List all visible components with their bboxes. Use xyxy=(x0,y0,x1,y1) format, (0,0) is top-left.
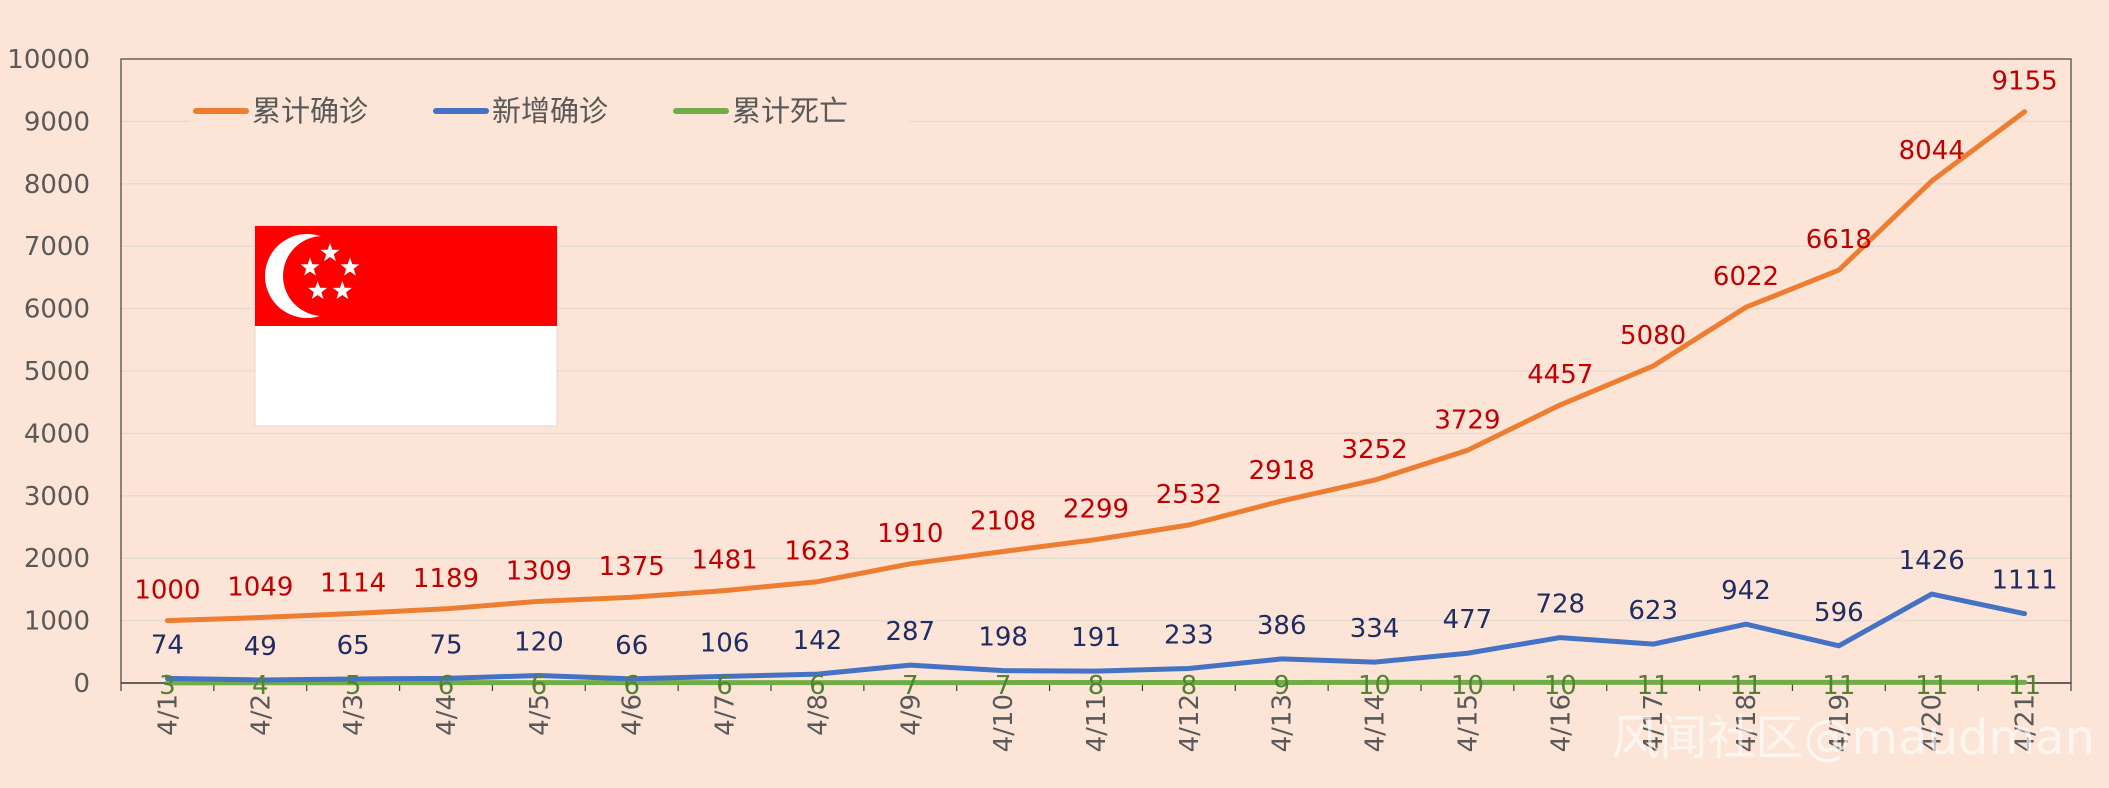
y-tick-label: 9000 xyxy=(24,107,90,137)
data-label-total: 8044 xyxy=(1899,136,1965,166)
x-tick-label: 4/12 xyxy=(1175,694,1205,752)
y-tick-label: 3000 xyxy=(24,482,90,512)
x-tick-label: 4/16 xyxy=(1546,694,1576,752)
data-label-total: 3729 xyxy=(1434,405,1500,435)
data-label-death: 8 xyxy=(1088,671,1105,701)
data-label-new: 198 xyxy=(978,623,1028,653)
y-tick-label: 1000 xyxy=(24,607,90,637)
y-axis-tick-labels: 0 1000 2000 3000 4000 5000 6000 7000 8000 9000 100… xyxy=(7,45,90,699)
data-label-total: 2918 xyxy=(1249,456,1315,486)
data-label-death: 5 xyxy=(345,671,362,701)
data-label-death: 4 xyxy=(252,671,269,701)
data-label-total: 1309 xyxy=(506,556,572,586)
singapore-flag xyxy=(255,226,557,426)
data-label-death: 7 xyxy=(995,671,1012,701)
data-label-death: 11 xyxy=(1822,671,1855,701)
data-label-total: 1623 xyxy=(784,537,850,567)
data-label-new: 942 xyxy=(1721,576,1771,606)
data-label-new: 386 xyxy=(1257,611,1307,641)
data-label-death: 6 xyxy=(531,671,548,701)
data-label-total: 1114 xyxy=(320,568,386,598)
data-label-new: 477 xyxy=(1443,605,1493,635)
data-label-death: 7 xyxy=(902,671,919,701)
data-label-new: 1426 xyxy=(1899,546,1965,576)
data-label-new: 66 xyxy=(615,631,648,661)
data-label-total: 6618 xyxy=(1806,225,1872,255)
data-label-total: 1375 xyxy=(599,552,665,582)
data-label-total: 2532 xyxy=(1156,480,1222,510)
data-label-new: 1111 xyxy=(1991,566,2057,596)
x-tick-label: 4/14 xyxy=(1361,694,1391,752)
data-label-new: 74 xyxy=(151,630,184,660)
data-label-new: 623 xyxy=(1628,596,1678,626)
data-label-death: 10 xyxy=(1358,671,1391,701)
x-tick-label: 4/11 xyxy=(1082,694,1112,752)
data-label-total: 4457 xyxy=(1527,360,1593,390)
y-tick-label: 6000 xyxy=(24,295,90,325)
data-label-death: 11 xyxy=(1637,671,1670,701)
legend-label-total: 累计确诊 xyxy=(252,94,368,128)
data-label-new: 75 xyxy=(429,630,462,660)
data-label-total: 9155 xyxy=(1991,67,2057,97)
data-label-death: 11 xyxy=(1729,671,1762,701)
flag-crescent-inner xyxy=(283,236,363,316)
data-label-total: 1910 xyxy=(877,519,943,549)
data-label-new: 334 xyxy=(1350,614,1400,644)
data-label-total: 2299 xyxy=(1063,495,1129,525)
legend-label-death: 累计死亡 xyxy=(732,94,848,128)
data-label-total: 1481 xyxy=(691,546,757,576)
y-tick-label: 10000 xyxy=(7,45,90,75)
data-label-death: 6 xyxy=(716,671,733,701)
data-label-death: 10 xyxy=(1544,671,1577,701)
data-label-new: 596 xyxy=(1814,598,1864,628)
data-label-death: 6 xyxy=(809,671,826,701)
data-label-death: 8 xyxy=(1181,671,1198,701)
data-label-new: 49 xyxy=(244,632,277,662)
data-label-death: 6 xyxy=(623,671,640,701)
data-label-death: 11 xyxy=(2008,671,2041,701)
data-label-total: 1000 xyxy=(134,576,200,606)
y-tick-label: 2000 xyxy=(24,544,90,574)
y-tick-label: 5000 xyxy=(24,357,90,387)
data-label-new: 142 xyxy=(793,626,843,656)
data-label-total: 3252 xyxy=(1341,435,1407,465)
x-tick-label: 4/15 xyxy=(1453,694,1483,752)
data-label-new: 106 xyxy=(700,628,750,658)
data-label-new: 728 xyxy=(1535,590,1585,620)
data-label-total: 2108 xyxy=(970,506,1036,536)
legend: 累计确诊 新增确诊 累计死亡 xyxy=(190,90,910,130)
x-tick-label: 4/13 xyxy=(1268,694,1298,752)
data-label-total: 1189 xyxy=(413,564,479,594)
y-tick-label: 7000 xyxy=(24,232,90,262)
data-label-new: 233 xyxy=(1164,620,1214,650)
data-label-new: 191 xyxy=(1071,623,1121,653)
data-label-new: 65 xyxy=(337,631,370,661)
data-label-total: 5080 xyxy=(1620,321,1686,351)
data-label-death: 11 xyxy=(1915,671,1948,701)
data-label-death: 6 xyxy=(438,671,455,701)
data-label-death: 10 xyxy=(1451,671,1484,701)
y-tick-label: 8000 xyxy=(24,170,90,200)
data-label-new: 120 xyxy=(514,628,564,658)
y-tick-label: 0 xyxy=(73,669,90,699)
y-tick-label: 4000 xyxy=(24,419,90,449)
legend-label-new: 新增确诊 xyxy=(492,94,608,128)
watermark: 风闻社区@maudman xyxy=(1611,710,2095,766)
data-label-total: 1049 xyxy=(227,573,293,603)
data-label-death: 3 xyxy=(159,671,176,701)
data-label-new: 287 xyxy=(885,617,935,647)
data-label-death: 9 xyxy=(1273,671,1290,701)
data-label-total: 6022 xyxy=(1713,262,1779,292)
x-tick-label: 4/10 xyxy=(989,694,1019,752)
